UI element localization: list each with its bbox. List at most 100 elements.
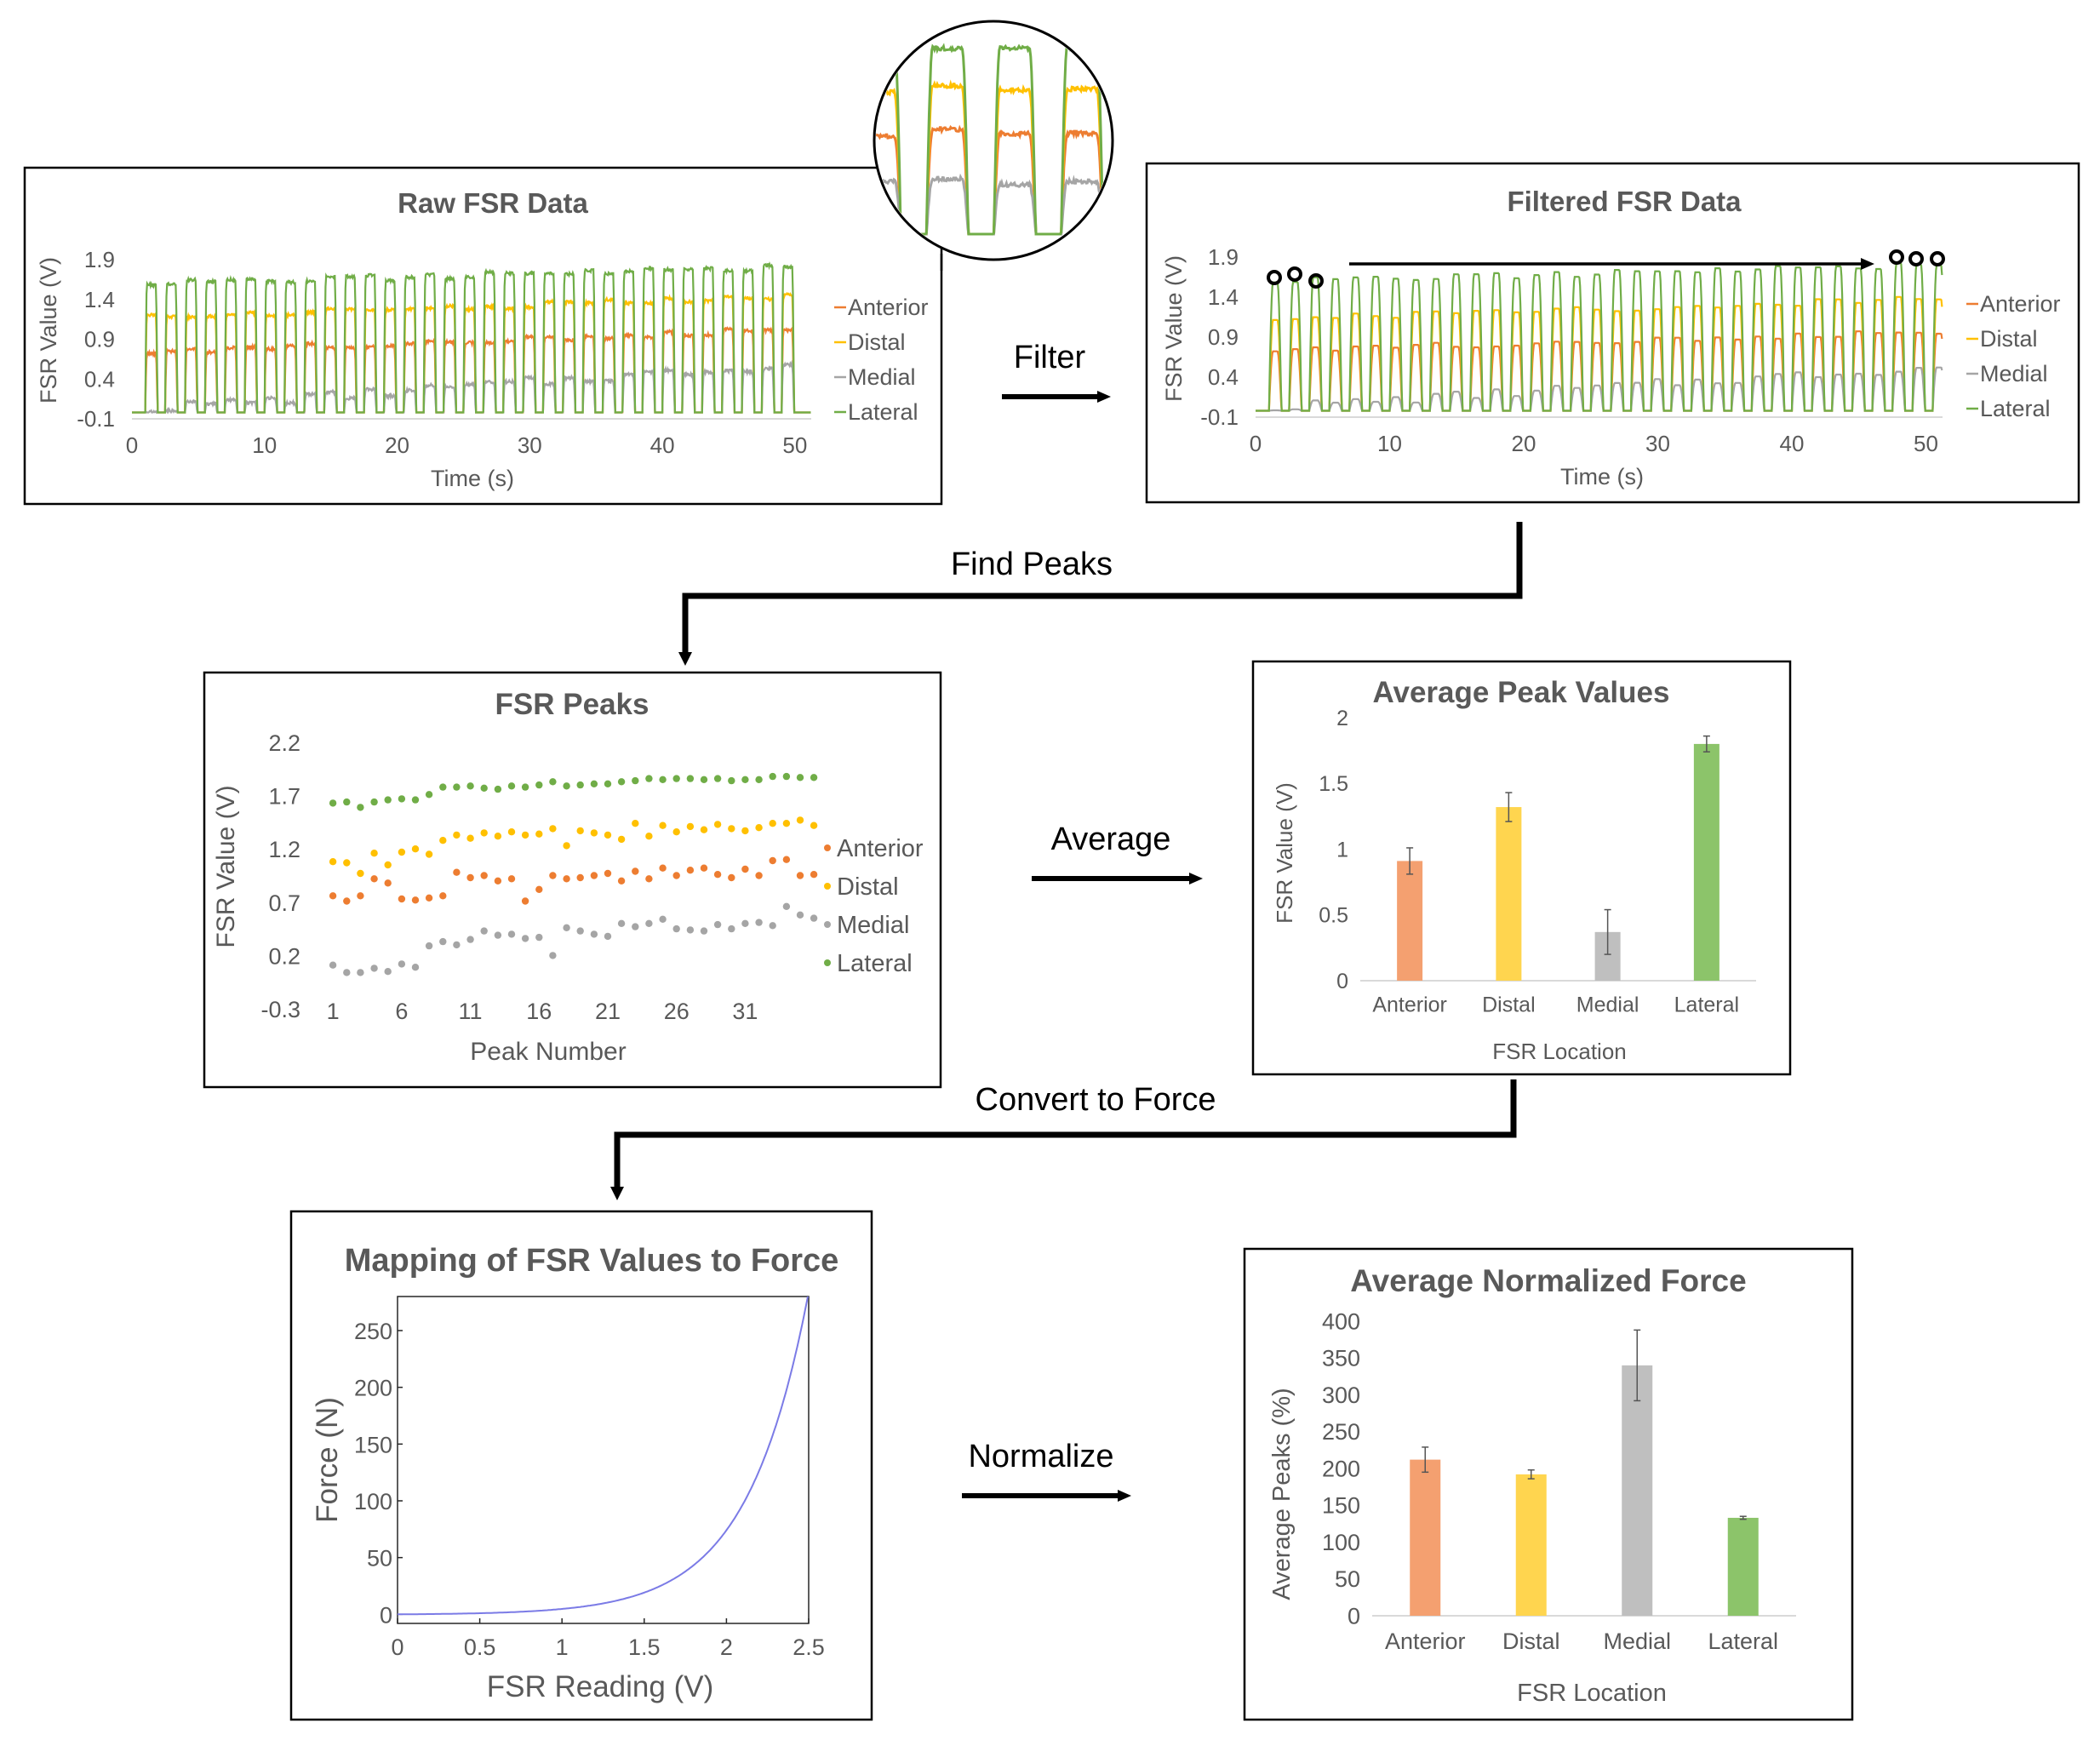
raw-chart-title: Raw FSR Data (398, 187, 588, 219)
peaks-x-tick-label: 26 (664, 999, 690, 1024)
peaks-point-lateral (617, 778, 626, 786)
filtered-series-line-lateral (1256, 262, 1943, 412)
peaks-point-medial (411, 964, 420, 971)
filtered-fsr-panel: Filtered FSR Data FSR Value (V) Time (s)… (1145, 162, 2080, 504)
mapping-y-tick-label: 50 (367, 1546, 392, 1571)
raw-legend: Anterior Distal Medial Lateral (834, 295, 929, 425)
normforce-bar-distal (1515, 1474, 1547, 1616)
peaks-y-tick-label: 0.2 (268, 943, 300, 969)
raw-x-tick-label: 10 (252, 432, 277, 458)
raw-y-axis-label: FSR Value (V) (36, 257, 61, 404)
peaks-point-medial (576, 927, 584, 935)
normforce-y-tick-label: 250 (1322, 1419, 1360, 1445)
peaks-legend-marker (824, 883, 831, 890)
peaks-point-medial (521, 935, 529, 942)
avgpeak-bar-lateral (1693, 743, 1719, 981)
peaks-point-medial (659, 915, 667, 924)
peaks-point-lateral (453, 783, 461, 791)
peaks-point-lateral (329, 799, 337, 807)
average-step: Average (1032, 821, 1203, 884)
peaks-x-tick-label: 6 (395, 999, 408, 1024)
peaks-point-lateral (700, 776, 708, 783)
peaks-point-lateral (439, 783, 447, 791)
peaks-point-medial (782, 902, 791, 911)
peaks-y-ticks: -0.3 0.2 0.7 1.2 1.7 2.2 (260, 730, 300, 1022)
peaks-point-lateral (769, 772, 776, 781)
peaks-point-anterior (700, 864, 708, 872)
peaks-point-distal (782, 820, 791, 827)
find-peaks-label: Find Peaks (951, 547, 1113, 582)
peaks-point-medial (370, 965, 378, 972)
peaks-y-tick-label: 2.2 (268, 730, 300, 756)
raw-y-tick-label: -0.1 (77, 406, 115, 432)
peaks-point-distal (590, 829, 598, 837)
filtered-legend-label: Medial (1980, 361, 2048, 386)
peaks-point-anterior (645, 875, 653, 883)
peaks-point-medial (632, 923, 639, 930)
peaks-point-anterior (728, 873, 735, 882)
peaks-point-anterior (453, 868, 461, 876)
peaks-point-anterior (357, 892, 364, 900)
peaks-point-medial (590, 930, 598, 938)
mapping-y-ticks: 0 50 100 150 200 250 (354, 1319, 403, 1628)
raw-series-lines (132, 260, 811, 415)
mapping-x-axis-label: FSR Reading (V) (487, 1670, 713, 1703)
peaks-point-medial (686, 926, 695, 934)
peaks-point-medial (728, 925, 735, 933)
peaks-point-anterior (425, 894, 433, 902)
peaks-point-distal (507, 828, 516, 836)
normforce-x-tick-label: Anterior (1385, 1629, 1466, 1654)
avgpeak-x-tick-label: Distal (1482, 993, 1536, 1016)
peaks-point-lateral (810, 774, 818, 781)
peaks-point-anterior (494, 877, 502, 885)
normforce-y-tick-label: 50 (1335, 1566, 1360, 1592)
peak-marker-circle (1308, 273, 1324, 289)
peaks-point-lateral (755, 776, 763, 783)
filtered-legend-label: Distal (1980, 326, 2038, 352)
peaks-x-tick-label: 31 (732, 999, 758, 1024)
peaks-point-distal (769, 820, 776, 827)
peaks-point-distal (713, 821, 722, 828)
find-peaks-arrowhead (678, 652, 692, 666)
mapping-x-tick-label: 2.5 (793, 1634, 825, 1660)
raw-legend-label: Lateral (848, 399, 918, 425)
filter-step: Filter (1002, 340, 1111, 403)
peaks-legend-label: Anterior (837, 835, 924, 862)
peaks-point-anterior (796, 872, 804, 879)
peaks-point-anterior (590, 872, 598, 879)
peaks-point-lateral (480, 784, 488, 792)
mapping-plot-area (397, 1296, 810, 1624)
zoom-inset (873, 20, 1114, 271)
peaks-x-tick-label: 21 (595, 999, 621, 1024)
normforce-bars (1410, 1329, 1759, 1616)
zoom-outline (873, 20, 1114, 261)
peaks-point-lateral (672, 775, 680, 782)
filtered-x-tick-label: 20 (1512, 431, 1536, 456)
peaks-point-distal (810, 821, 818, 829)
peaks-point-medial (672, 925, 680, 933)
peaks-point-distal (563, 842, 570, 850)
filtered-y-ticks: -0.1 0.4 0.9 1.4 1.9 (1200, 244, 1239, 430)
avgpeak-x-axis-label: FSR Location (1492, 1039, 1627, 1064)
mapping-x-tick-label: 2 (720, 1634, 733, 1660)
peaks-point-distal (439, 837, 447, 844)
peaks-legend-label: Distal (837, 873, 899, 901)
peaks-point-medial (549, 952, 557, 959)
peaks-point-medial (796, 911, 804, 919)
peaks-chart-title: FSR Peaks (495, 688, 649, 721)
filtered-x-tick-label: 30 (1645, 431, 1670, 456)
peaks-point-distal (549, 825, 557, 833)
filtered-y-tick-label: 0.9 (1208, 324, 1239, 350)
peaks-point-anterior (370, 875, 378, 883)
peaks-point-medial (453, 941, 461, 949)
peaks-point-medial (810, 914, 818, 922)
peaks-point-anterior (521, 897, 529, 905)
peaks-point-lateral (741, 776, 749, 783)
peaks-x-tick-label: 16 (526, 999, 552, 1024)
peak-marker-circle (1930, 251, 1945, 266)
peaks-point-distal (398, 848, 406, 856)
peaks-point-medial (741, 919, 749, 928)
peaks-point-lateral (632, 776, 639, 785)
peaks-point-anterior (686, 867, 695, 874)
